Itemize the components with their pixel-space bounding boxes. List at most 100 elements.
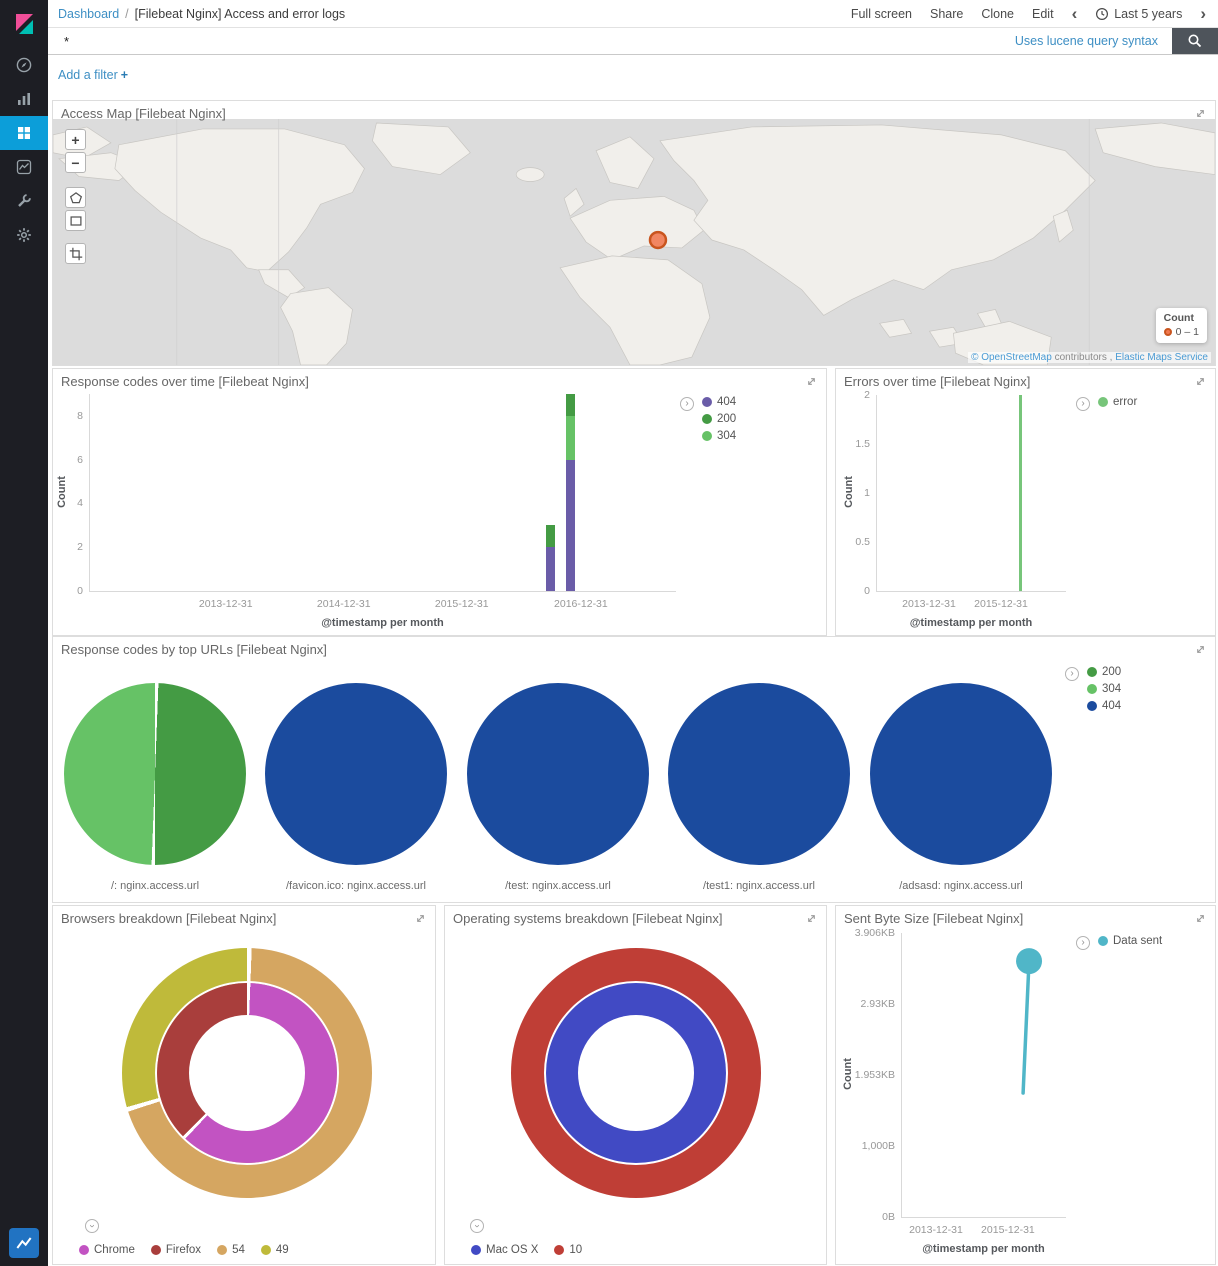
os-donut-chart[interactable]	[511, 948, 761, 1198]
expand-icon[interactable]	[805, 375, 818, 388]
kibana-logo[interactable]	[0, 0, 48, 48]
x-axis-line	[876, 591, 1066, 592]
y-tick-label: 6	[77, 453, 83, 466]
sidebar-item-visualize[interactable]	[0, 82, 48, 116]
legend-item-49[interactable]: 49	[260, 1244, 289, 1256]
bar-segment-200[interactable]	[546, 525, 556, 548]
legend-item-304[interactable]: 304	[702, 430, 736, 442]
bar-segment-404[interactable]	[566, 459, 576, 591]
time-forward-button[interactable]: ›	[1200, 4, 1206, 23]
openstreetmap-link[interactable]: © OpenStreetMap	[971, 352, 1052, 363]
legend-item-54[interactable]: 54	[217, 1244, 245, 1256]
y-tick-label: 0.5	[855, 536, 870, 548]
response-codes-chart[interactable]: 0 2 4 6 8 2013-12-31 2014-12-31 2015-12-31 2016-…	[53, 369, 826, 635]
time-range-picker[interactable]: Last 5 years	[1095, 7, 1182, 21]
bar-segment-404[interactable]	[546, 547, 556, 591]
expand-icon[interactable]	[1194, 912, 1207, 925]
sidebar-item-dev-tools[interactable]	[0, 184, 48, 218]
legend-item-Mac OS X[interactable]: Mac OS X	[471, 1244, 538, 1256]
dashboard-grid-icon	[18, 127, 30, 139]
add-filter-link[interactable]: Add a filter +	[58, 68, 128, 82]
pie-chart[interactable]	[870, 683, 1052, 865]
legend-collapse-icon[interactable]: ›	[1076, 936, 1090, 950]
legend-collapse-icon[interactable]: ›	[680, 397, 694, 411]
legend-collapse-icon[interactable]: ›	[1076, 397, 1090, 411]
bar-segment-200[interactable]	[566, 394, 576, 416]
search-button[interactable]	[1172, 28, 1218, 54]
rectangle-draw-button[interactable]	[65, 210, 86, 231]
bar-chart-icon	[18, 93, 30, 105]
legend-label: Firefox	[165, 1244, 202, 1256]
breadcrumb-dashboard-link[interactable]: Dashboard	[58, 6, 120, 21]
expand-icon[interactable]	[1194, 107, 1207, 120]
sidebar-bottom-logo[interactable]	[9, 1228, 39, 1258]
legend-item-10[interactable]: 10	[554, 1244, 582, 1256]
data-point[interactable]	[1016, 948, 1043, 975]
filter-bar: Add a filter +	[48, 55, 1218, 100]
legend-item-Firefox[interactable]: Firefox	[150, 1244, 202, 1256]
map-marker[interactable]	[648, 230, 668, 250]
zoom-out-button[interactable]: −	[65, 152, 86, 173]
sidebar-item-management[interactable]	[0, 218, 48, 252]
expand-icon[interactable]	[805, 912, 818, 925]
legend-dot	[702, 431, 712, 441]
line-series[interactable]	[836, 906, 1096, 1221]
top-urls-pies[interactable]: /: nginx.access.url/favicon.ico: nginx.a…	[53, 637, 1215, 902]
panel-title: Response codes by top URLs [Filebeat Ngi…	[61, 642, 327, 657]
pie-chart[interactable]	[467, 683, 649, 865]
legend-item-200[interactable]: 200	[1087, 666, 1121, 678]
expand-icon[interactable]	[414, 912, 427, 925]
y-tick-label: 0B	[882, 1211, 895, 1223]
browsers-donut-chart[interactable]	[122, 948, 372, 1198]
legend-item-error[interactable]: error	[1098, 396, 1137, 408]
sidebar	[0, 0, 48, 1266]
world-map[interactable]: + − Count 0 – 1 © OpenStreetMap contribu…	[53, 119, 1215, 365]
expand-icon[interactable]	[1194, 375, 1207, 388]
dashboard-row: Response codes over time [Filebeat Nginx…	[52, 368, 1216, 636]
pie-chart[interactable]	[265, 683, 447, 865]
sent-bytes-chart[interactable]: 0B 1,000B 1.953KB 2.93KB 3.906KB 2013-12-31 20…	[836, 906, 1215, 1264]
errors-chart[interactable]: 0 0.5 1 1.5 2 2013-12-31 2015-12-31 Count @times…	[836, 369, 1215, 635]
panel-title: Response codes over time [Filebeat Nginx…	[61, 374, 309, 389]
sidebar-item-dashboard[interactable]	[0, 116, 48, 150]
query-input[interactable]	[48, 28, 1015, 54]
breadcrumb-current: [Filebeat Nginx] Access and error logs	[134, 6, 346, 21]
fullscreen-button[interactable]: Full screen	[850, 6, 912, 21]
panel-top-urls: Response codes by top URLs [Filebeat Ngi…	[52, 636, 1216, 903]
zoom-in-button[interactable]: +	[65, 129, 86, 150]
lucene-syntax-link[interactable]: Uses lucene query syntax	[1014, 34, 1158, 48]
legend-item-200[interactable]: 200	[702, 413, 736, 425]
chart-legend: error	[1098, 396, 1137, 408]
legend-item-Chrome[interactable]: Chrome	[79, 1244, 135, 1256]
y-tick-label: 0	[77, 585, 83, 597]
sidebar-item-timelion[interactable]	[0, 150, 48, 184]
fit-bounds-button[interactable]	[65, 243, 86, 264]
pie-chart[interactable]	[64, 683, 246, 865]
elastic-maps-link[interactable]: Elastic Maps Service	[1115, 352, 1208, 363]
legend-dot	[79, 1245, 89, 1255]
legend-collapse-icon[interactable]: ›	[85, 1219, 99, 1233]
legend-collapse-icon[interactable]: ›	[470, 1219, 484, 1233]
expand-icon[interactable]	[1194, 643, 1207, 656]
legend-item-404[interactable]: 404	[702, 396, 736, 408]
polygon-draw-button[interactable]	[65, 187, 86, 208]
pie-chart[interactable]	[668, 683, 850, 865]
bar-segment-304[interactable]	[566, 415, 576, 460]
map-canvas[interactable]	[53, 119, 1215, 365]
edit-button[interactable]: Edit	[1032, 6, 1054, 21]
legend-label: Chrome	[94, 1244, 135, 1256]
legend-item-404[interactable]: 404	[1087, 700, 1121, 712]
y-tick-label: 2	[864, 389, 870, 401]
legend-collapse-icon[interactable]: ›	[1065, 667, 1079, 681]
legend-item-304[interactable]: 304	[1087, 683, 1121, 695]
sidebar-item-discover[interactable]	[0, 48, 48, 82]
chart-legend: 200 304 404	[1087, 666, 1121, 712]
legend-label: 404	[717, 396, 737, 408]
legend-item-Data sent[interactable]: Data sent	[1098, 935, 1162, 947]
bar-segment-error[interactable]	[1019, 395, 1023, 591]
time-back-button[interactable]: ‹	[1071, 4, 1078, 23]
clone-button[interactable]: Clone	[981, 6, 1015, 21]
share-button[interactable]: Share	[929, 6, 964, 21]
y-axis-line	[876, 395, 877, 591]
kibana-logo-icon	[16, 14, 33, 34]
